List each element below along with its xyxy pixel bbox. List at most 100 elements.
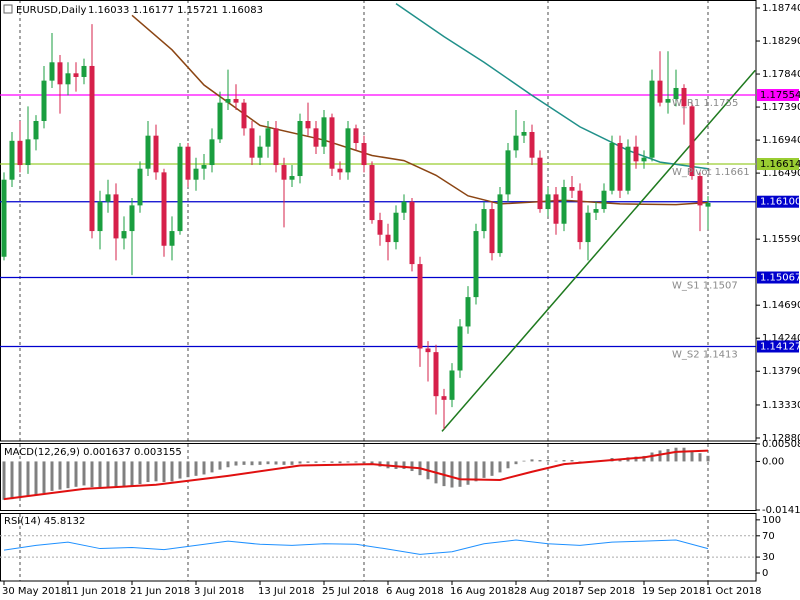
- x-tick-label: 28 Aug 2018: [514, 586, 578, 597]
- macd-bar: [450, 461, 454, 488]
- candle-body: [593, 209, 599, 213]
- macd-bar: [682, 447, 686, 462]
- rsi-pane: [0, 513, 757, 582]
- price-plot: [0, 2, 756, 432]
- macd-bar: [674, 447, 678, 462]
- symbol-icon: [3, 4, 13, 14]
- candle-body: [625, 146, 631, 191]
- level-label: 1.16614: [760, 159, 800, 170]
- candle-body: [705, 202, 711, 207]
- macd-bar: [650, 452, 654, 462]
- candle-body: [225, 98, 231, 103]
- candle-body: [321, 117, 327, 147]
- y-tick-label: 1.14240: [762, 333, 800, 344]
- macd-bar: [466, 461, 470, 485]
- y-tick-label: 1.13790: [762, 366, 800, 377]
- macd-bar: [146, 461, 150, 483]
- macd-bar: [578, 461, 582, 462]
- macd-pane: [0, 443, 757, 511]
- candle-body: [25, 139, 31, 166]
- candle-body: [113, 194, 119, 239]
- macd-bar: [210, 461, 214, 473]
- candle-body: [17, 140, 23, 166]
- candle-body: [193, 168, 199, 180]
- candle-body: [561, 187, 567, 224]
- candle-body: [161, 172, 167, 246]
- macd-bar: [570, 460, 574, 462]
- candle-body: [481, 209, 487, 232]
- macd-bar: [170, 461, 174, 482]
- candle-body: [529, 132, 535, 158]
- y-tick-label: 1.17840: [762, 69, 800, 80]
- macd-signal: [3, 449, 709, 501]
- macd-bar: [66, 461, 70, 489]
- candle-body: [65, 73, 71, 85]
- macd-bar: [490, 461, 494, 476]
- candle-body: [473, 231, 479, 298]
- candle-body: [281, 165, 287, 180]
- macd-bar: [634, 456, 638, 462]
- candle-body: [289, 176, 295, 180]
- macd-bar: [338, 461, 342, 464]
- y-tick-label: 1.15590: [762, 234, 800, 245]
- candle-body: [585, 212, 591, 243]
- x-tick-label: 16 Aug 2018: [450, 586, 514, 597]
- x-tick-label: 30 May 2018: [2, 586, 67, 597]
- y-tick-label: 1.12880: [762, 433, 800, 444]
- candle-body: [369, 165, 375, 221]
- candle-body: [401, 201, 407, 213]
- macd-bar: [42, 461, 46, 493]
- candle-body: [49, 62, 55, 81]
- candle-body: [393, 212, 399, 243]
- level-note: W_R1 1.1755: [672, 98, 738, 109]
- candle-body: [89, 65, 95, 232]
- macd-bar: [122, 461, 126, 488]
- macd-bar: [26, 461, 30, 497]
- x-tick-label: 13 Jul 2018: [258, 586, 315, 597]
- macd-bar: [346, 461, 350, 463]
- candle-body: [201, 165, 207, 169]
- macd-bar: [218, 461, 222, 470]
- macd-bar: [482, 461, 486, 478]
- macd-bar: [162, 461, 166, 483]
- chart-title: EURUSD,Daily: [16, 5, 87, 16]
- level-label-box: [757, 340, 799, 353]
- candle-body: [249, 128, 255, 158]
- candle-body: [633, 146, 639, 162]
- level-label: 1.15067: [760, 273, 800, 284]
- candle-body: [81, 65, 87, 77]
- candle-body: [409, 201, 415, 265]
- candle-body: [545, 194, 551, 210]
- macd-bar: [410, 461, 414, 472]
- candle-body: [233, 98, 239, 103]
- macd-bar: [562, 460, 566, 462]
- y-tick-label: 1.18290: [762, 36, 800, 47]
- candle-body: [353, 128, 359, 144]
- level-label-box: [757, 195, 799, 208]
- y-tick-label: 1.17390: [762, 102, 800, 113]
- candle-body: [169, 231, 175, 246]
- candle-body: [449, 370, 455, 400]
- macd-bar: [538, 460, 542, 462]
- y-tick-label: 1.13330: [762, 400, 800, 411]
- candle-body: [209, 139, 215, 166]
- macd-bar: [138, 461, 142, 485]
- level-note: W_Pivot 1.1661: [672, 167, 750, 178]
- candle-body: [1, 179, 7, 257]
- x-tick-label: 19 Sep 2018: [642, 586, 705, 597]
- macd-bar: [362, 461, 366, 464]
- candle-body: [297, 120, 303, 177]
- candle-body: [513, 135, 519, 151]
- y-tick-label: 1.14690: [762, 300, 800, 311]
- macd-bar: [522, 460, 526, 462]
- candle-body: [377, 220, 383, 235]
- candle-body: [137, 168, 143, 206]
- candle-body: [657, 80, 663, 103]
- x-tick-label: 6 Aug 2018: [386, 586, 444, 597]
- candle-body: [329, 117, 335, 169]
- macd-bar: [106, 461, 110, 488]
- x-tick-label: 1 Oct 2018: [706, 586, 761, 597]
- x-tick-label: 3 Jul 2018: [194, 586, 244, 597]
- candle-body: [241, 102, 247, 129]
- candle-body: [41, 80, 47, 121]
